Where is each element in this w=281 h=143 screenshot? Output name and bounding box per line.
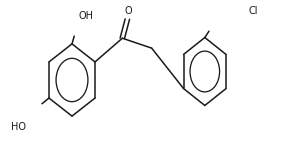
Text: O: O	[124, 6, 132, 16]
Text: HO: HO	[11, 122, 26, 132]
Text: Cl: Cl	[248, 6, 258, 16]
Text: OH: OH	[78, 11, 94, 21]
